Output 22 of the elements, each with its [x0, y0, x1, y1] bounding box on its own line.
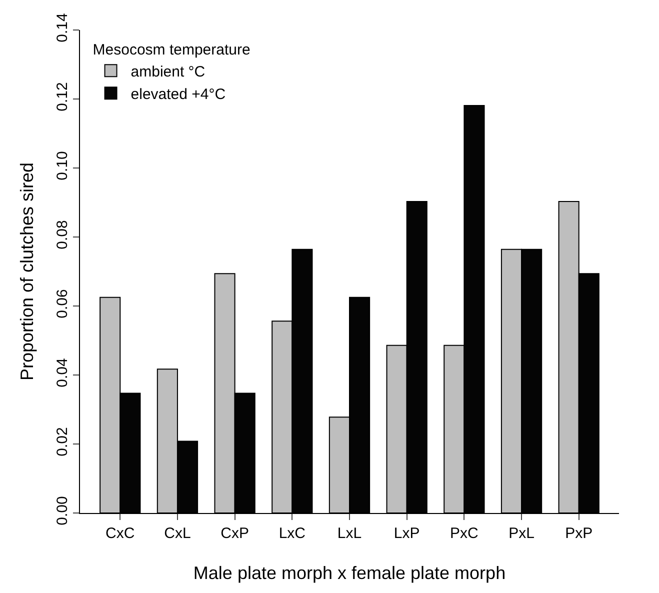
- x-tick-label: PxL: [508, 525, 534, 542]
- y-tick-label: 0.12: [54, 82, 71, 112]
- x-tick-label: PxP: [565, 525, 593, 542]
- y-tick-label: 0.06: [54, 289, 71, 318]
- y-tick-label: 0.00: [54, 496, 71, 526]
- legend-label: elevated +4°C: [130, 86, 226, 103]
- x-tick-label: LxC: [278, 525, 306, 542]
- x-tick-label: CxP: [220, 525, 249, 542]
- x-axis-title: Male plate morph x female plate morph: [193, 563, 506, 584]
- y-tick-label: 0.04: [54, 358, 71, 388]
- y-tick-label: 0.14: [54, 13, 71, 42]
- y-tick-label: 0.08: [54, 220, 71, 250]
- y-axis-title: Proportion of clutches sired: [17, 162, 38, 381]
- y-tick-label: 0.10: [54, 151, 71, 180]
- legend-label: ambient °C: [130, 63, 206, 80]
- legend-title: Mesocosm temperature: [92, 41, 250, 58]
- x-tick-label: CxL: [164, 525, 191, 542]
- x-tick-label: PxC: [450, 525, 479, 542]
- y-tick-label: 0.02: [54, 427, 71, 456]
- x-tick-label: CxC: [106, 525, 135, 542]
- x-tick-label: LxL: [337, 525, 362, 542]
- x-tick-label: LxP: [394, 525, 420, 542]
